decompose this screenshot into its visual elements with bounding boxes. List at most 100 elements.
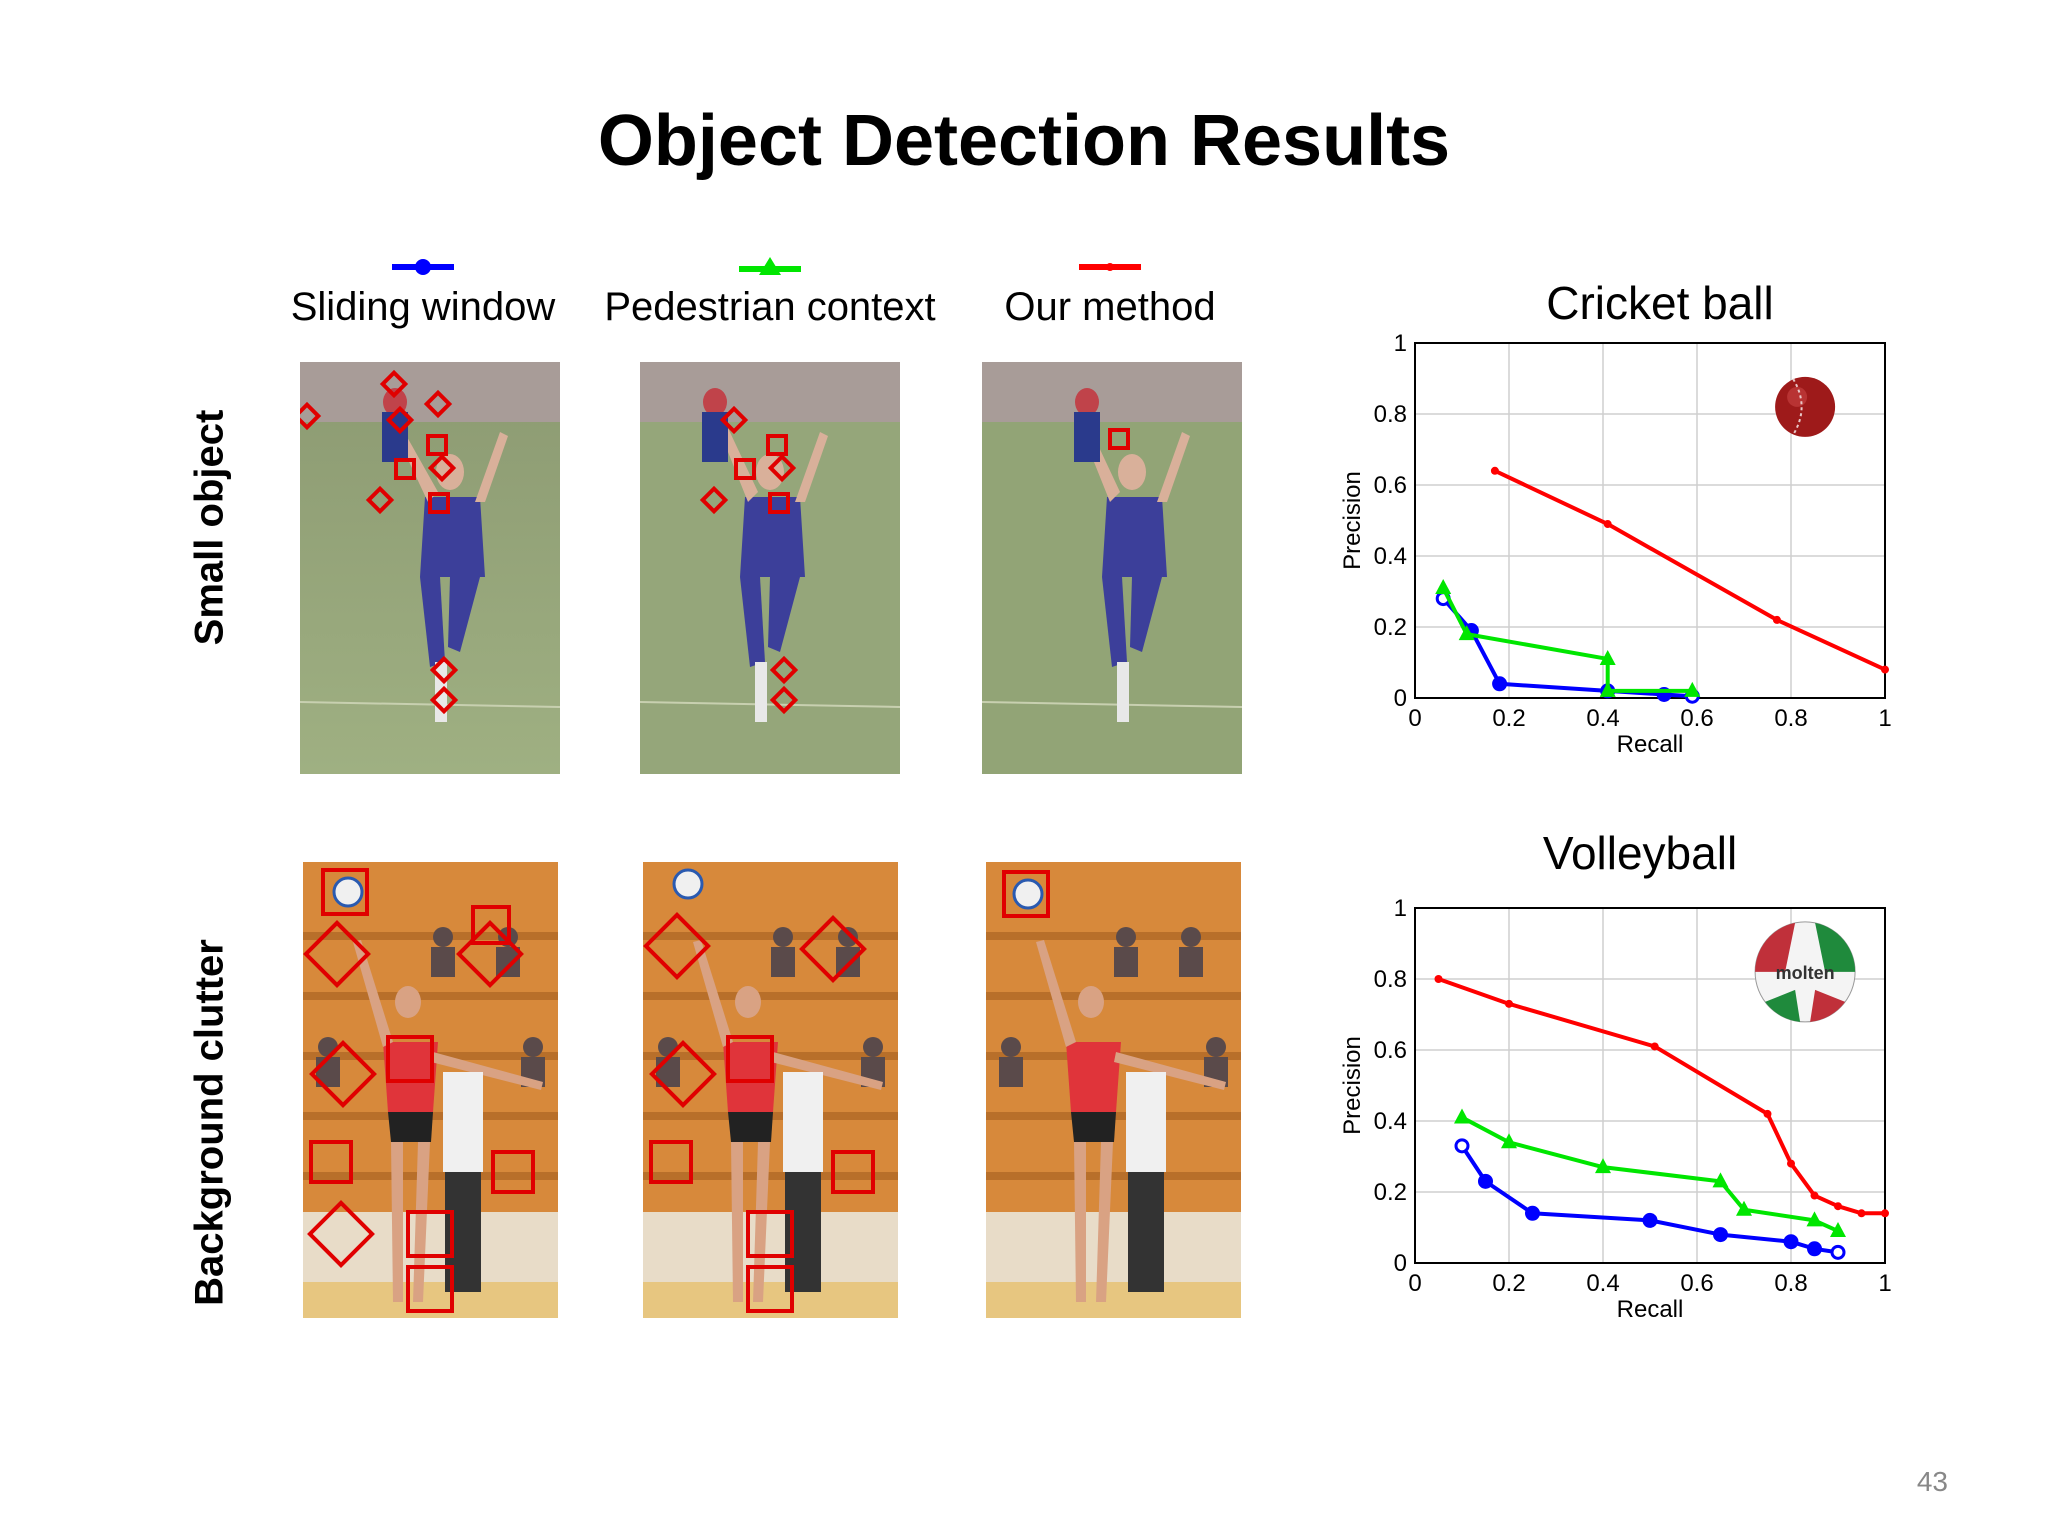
y-tick-label: 0 (1394, 685, 1407, 712)
data-point (1650, 1042, 1659, 1051)
detection-boxes (300, 369, 459, 715)
data-point (1830, 1222, 1846, 1238)
precision-recall-chart-volleyball: 0 0.2 0.4 0.6 0.8 1 0 0.2 0.4 0.6 0.8 1 Recall Precis… (1339, 895, 1892, 1323)
detection-boxes (303, 868, 535, 1313)
series-line (1441, 587, 1693, 693)
legend-label: Our method (1004, 285, 1216, 329)
volleyball-player (693, 940, 883, 1302)
cricket-photo-sliding-window (300, 362, 560, 774)
data-point (1772, 615, 1781, 624)
legend-sliding-window: Sliding window (278, 255, 568, 330)
data-point (1736, 1200, 1752, 1216)
detection-boxes (643, 912, 875, 1313)
data-point (1458, 625, 1475, 641)
x-tick-label: 0.8 (1774, 1270, 1807, 1297)
y-tick-label: 0 (1394, 1250, 1407, 1277)
data-point (1505, 999, 1513, 1008)
series-dot (1434, 975, 1889, 1218)
data-point (1806, 1211, 1823, 1227)
x-axis-label: Recall (1617, 1296, 1684, 1323)
slide-title: Object Detection Results (597, 101, 1451, 181)
data-point (1787, 1159, 1795, 1168)
data-point (1783, 1234, 1799, 1250)
detection-boxes (699, 405, 799, 715)
data-point (1684, 681, 1701, 697)
row-label-background-clutter: Background clutter (187, 939, 232, 1306)
cricket-player (1074, 388, 1190, 722)
x-tick-label: 0.4 (1586, 705, 1619, 732)
detection-boxes (1002, 870, 1050, 918)
series-triangle (1454, 1108, 1846, 1238)
y-axis-label: Precision (1339, 471, 1366, 570)
volleyball-photo-sliding-window (303, 862, 558, 1318)
data-point (1478, 1173, 1493, 1189)
x-tick-label: 0.6 (1680, 705, 1713, 732)
legend-label: Sliding window (290, 285, 556, 329)
data-point (1881, 665, 1889, 674)
x-tick-label: 0.2 (1492, 705, 1525, 732)
green-line-triangle-icon (739, 257, 801, 275)
volleyball-player (1036, 940, 1226, 1302)
volleyball-icon: molten (1754, 921, 1856, 1023)
legend-our-method: Our method (980, 255, 1240, 330)
data-point (1492, 676, 1508, 692)
volleyball-player (353, 940, 543, 1302)
x-axis-label: Recall (1617, 731, 1684, 758)
red-line-dot-icon (1079, 263, 1141, 271)
y-tick-label: 0.6 (1374, 1037, 1407, 1064)
data-point (1603, 520, 1612, 529)
cricket-player (702, 388, 828, 722)
page-number: 43 (1916, 1466, 1948, 1497)
volleyball-photo-our-method (986, 862, 1241, 1318)
legend-pedestrian-context: Pedestrian context (590, 255, 950, 330)
x-tick-label: 0.4 (1586, 1270, 1619, 1297)
data-point (1712, 1172, 1729, 1188)
data-point (1834, 1202, 1842, 1211)
data-point (1807, 1241, 1822, 1257)
y-tick-label: 0.4 (1374, 543, 1407, 570)
x-tick-label: 0.8 (1774, 705, 1807, 732)
data-point (1857, 1209, 1866, 1218)
series-dot (1490, 466, 1889, 674)
chart-title-volleyball: Volleyball (1542, 827, 1738, 879)
precision-recall-chart-cricket: 0 0.2 0.4 0.6 0.8 1 0 0.2 0.4 0.6 0.8 1 Recall Precis… (1339, 330, 1892, 758)
x-tick-label: 0.6 (1680, 1270, 1713, 1297)
row-label-small-object: Small object (187, 409, 232, 646)
y-tick-label: 0.8 (1374, 401, 1407, 428)
x-tick-label: 1 (1878, 1270, 1891, 1297)
y-tick-label: 0.4 (1374, 1108, 1407, 1135)
x-tick-label: 0 (1408, 705, 1421, 732)
data-point (1454, 1108, 1470, 1124)
volleyball-photo-pedestrian-context (643, 862, 898, 1318)
series-circle (1454, 1138, 1846, 1260)
data-point (1881, 1209, 1889, 1218)
volleyball-brand-text: molten (1776, 963, 1835, 983)
data-point (1599, 649, 1616, 665)
blue-line-circle-icon (392, 259, 454, 275)
data-point (1830, 1244, 1846, 1260)
x-tick-label: 0 (1408, 1270, 1421, 1297)
chart-title-cricket: Cricket ball (1546, 277, 1774, 329)
cricket-photo-our-method (982, 362, 1242, 774)
data-point (1490, 466, 1499, 475)
cricket-photo-pedestrian-context (640, 362, 900, 774)
y-tick-label: 1 (1394, 895, 1407, 922)
series-line (1441, 597, 1693, 699)
cricket-ball-icon (1775, 376, 1836, 437)
data-point (1642, 1212, 1658, 1228)
y-axis-label: Precision (1339, 1036, 1366, 1135)
data-point (1810, 1191, 1819, 1200)
plot-frame (1414, 907, 1886, 1264)
data-point (1435, 578, 1452, 594)
data-point (1713, 1227, 1728, 1243)
x-tick-label: 1 (1878, 705, 1891, 732)
y-tick-label: 0.8 (1374, 966, 1407, 993)
data-point (1434, 975, 1443, 983)
plot-frame (1414, 342, 1886, 699)
cricket-player (382, 388, 508, 722)
detection-boxes (1108, 428, 1130, 450)
data-point (1501, 1133, 1517, 1149)
data-point (1599, 681, 1616, 697)
legend-label: Pedestrian context (604, 285, 936, 329)
x-tick-label: 0.2 (1492, 1270, 1525, 1297)
